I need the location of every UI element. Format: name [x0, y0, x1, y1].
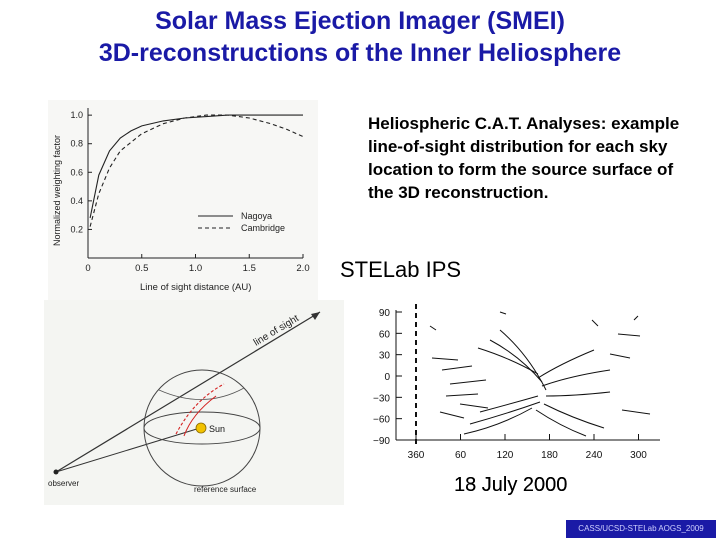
chart-background — [48, 100, 318, 300]
map-x-tick-label: 60 — [455, 450, 467, 461]
x-tick-label: 2.0 — [296, 263, 309, 274]
series-line-cambridge — [89, 114, 304, 227]
y-tick-label: 0.6 — [70, 167, 83, 177]
map-y-tick-label: 30 — [379, 351, 391, 362]
series-line-nagoya — [89, 114, 303, 219]
y-tick-label: 1.0 — [70, 110, 83, 120]
map-y-tick-label: 60 — [379, 329, 391, 340]
y-tick-label: 0.8 — [70, 139, 83, 149]
observer-dot-icon — [53, 469, 59, 475]
weighting-factor-chart: 0 0.5 1.0 1.5 2.0 0.2 0.4 0.6 0.8 1.0 Nagoya Cambr… — [48, 100, 318, 300]
x-tick-label: 1.0 — [189, 263, 202, 274]
diagram-background — [44, 300, 344, 505]
map-y-tick-label: −60 — [373, 415, 390, 426]
title-line-2: 3D-reconstructions of the Inner Heliosph… — [98, 39, 622, 67]
date-label-18: 18 July 2000 — [454, 474, 568, 496]
observer-label: observer — [48, 479, 79, 488]
red-path-curve — [175, 383, 225, 435]
description-text: Heliospheric C.A.T. Analyses: example li… — [368, 114, 680, 202]
map-x-tick-label: 120 — [497, 450, 514, 461]
map-y-tick-label: 90 — [379, 308, 391, 319]
ips-subtitle: STELab IPS — [340, 257, 462, 282]
ips-traces — [429, 311, 651, 437]
red-path-curve-2 — [183, 395, 217, 437]
sphere-meridian — [158, 387, 245, 400]
map-x-tick-label: 180 — [541, 450, 558, 461]
sphere-equator — [143, 411, 261, 445]
sun-icon — [195, 422, 207, 434]
legend-label-nagoya: Nagoya — [241, 211, 272, 221]
map-x-tick-label: 300 — [630, 450, 647, 461]
footer-credit: CASS/UCSD-STELab AOGS_2009 — [566, 520, 716, 538]
y-tick-label: 0.2 — [70, 224, 83, 234]
line-of-sight-line — [55, 311, 321, 473]
x-tick-label: 0 — [85, 263, 90, 274]
map-y-tick-label: 0 — [384, 372, 390, 383]
sun-label: Sun — [209, 424, 225, 434]
date-label: 13 July 2000 18 July 2000 00 July 2000 — [454, 474, 567, 497]
map-x-tick-label: 360 — [408, 450, 425, 461]
map-y-tick-label: −30 — [373, 393, 390, 404]
map-x-tick-label: 240 — [586, 450, 603, 461]
line-of-sight-diagram: line of sight Sun observer reference sur… — [44, 300, 344, 505]
legend-label-cambridge: Cambridge — [241, 223, 285, 233]
date-label-13: 13 July 2000 — [454, 474, 568, 496]
x-axis-label: Line of sight distance (AU) — [140, 282, 251, 293]
line-of-sight-arrow-icon — [311, 312, 320, 320]
x-tick-label: 0.5 — [135, 263, 148, 274]
reference-surface-label: reference surface — [194, 485, 257, 494]
y-axis-label: Normalized weighting factor — [52, 135, 62, 246]
map-y-tick-label: −90 — [373, 436, 390, 447]
title-line-1: Solar Mass Ejection Imager (SMEI) — [155, 7, 565, 35]
x-tick-label: 1.5 — [243, 263, 256, 274]
y-tick-label: 0.4 — [70, 196, 83, 206]
observer-sun-line — [55, 427, 201, 473]
